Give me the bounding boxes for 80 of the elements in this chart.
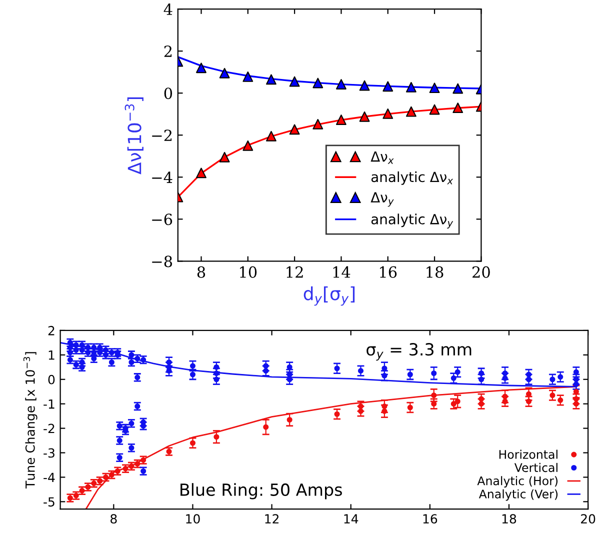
point (312, 118, 324, 130)
point (382, 404, 388, 410)
annotation: Blue Ring: 50 Amps (180, 483, 342, 500)
point (382, 408, 388, 414)
point (526, 398, 532, 404)
point (452, 102, 464, 114)
point (406, 82, 416, 92)
y-axis-title: Tune Change [x 10$^{−3}$] (23, 352, 38, 488)
point (196, 62, 206, 74)
x-tick-label: 8 (197, 266, 206, 278)
y-tick-label: -1 (44, 399, 54, 409)
point (214, 434, 220, 440)
x-tick-label: 16 (380, 266, 397, 278)
point (358, 404, 364, 410)
x-tick-label: 20 (581, 514, 596, 524)
legend-label: analytic Δν$_{y}$ (371, 214, 454, 228)
legend-label: Vertical (514, 462, 558, 472)
point (289, 76, 300, 87)
point (336, 114, 346, 125)
legend-label: Horizontal (499, 450, 558, 459)
point (289, 124, 300, 135)
y-tick-label: -3 (44, 448, 54, 458)
x-tick-label: 12 (286, 266, 303, 278)
x-tick-label: 12 (265, 514, 278, 524)
legend-label: Analytic (Ver) (478, 489, 558, 501)
point (242, 71, 254, 82)
x-tick-label: 10 (186, 514, 200, 524)
x-tick-label: 18 (426, 266, 444, 278)
y-tick-label: -5 (44, 497, 54, 507)
point (558, 397, 564, 403)
x-tick-label: 20 (472, 266, 490, 278)
point (382, 108, 394, 119)
point (312, 78, 324, 88)
y-tick-label: −4 (152, 172, 172, 183)
annotation: σ$_{y}$ = 3.3 mm (366, 343, 472, 361)
point (266, 74, 276, 85)
y-tick-label: 1 (48, 350, 54, 360)
y-tick-label: 4 (164, 4, 172, 15)
point (454, 398, 460, 404)
point (359, 80, 370, 91)
point (336, 79, 346, 90)
point (219, 152, 230, 162)
y-tick-label: −2 (152, 130, 172, 141)
x-tick-label: 8 (110, 514, 117, 524)
legend-label: Δν$_{x}$ (370, 151, 394, 164)
legend-label: Analytic (Hor) (477, 476, 558, 488)
x-tick-label: 16 (423, 514, 438, 524)
x-tick-label: 10 (240, 266, 257, 278)
legend-label: Δν$_{y}$ (370, 192, 394, 207)
point (242, 140, 254, 151)
y-tick-label: 0 (48, 374, 55, 384)
x-tick-label: 18 (502, 514, 516, 524)
point (431, 392, 437, 398)
y-tick-label: 2 (48, 326, 54, 336)
point (429, 104, 440, 115)
point (263, 424, 269, 430)
point (407, 404, 413, 410)
y-tick-label: -4 (44, 472, 55, 482)
point (190, 440, 196, 446)
x-tick-label: 14 (344, 514, 358, 524)
point (550, 392, 556, 398)
y-tick-label: 0 (164, 88, 172, 100)
point (429, 82, 440, 94)
point (266, 130, 276, 142)
point (382, 81, 394, 92)
y-tick-label: -2 (44, 424, 54, 434)
y-tick-label: −6 (152, 214, 172, 226)
point (359, 111, 370, 122)
point (452, 83, 464, 94)
point (286, 416, 292, 423)
legend-label: analytic Δν$_{x}$ (371, 171, 454, 185)
y-tick-label: −8 (152, 256, 172, 268)
point (450, 401, 456, 407)
point (196, 168, 206, 178)
x-tick-label: 14 (333, 266, 350, 278)
x-axis-title: d$_{y}$[σ$_{y}$] (304, 286, 355, 306)
y-axis-title: Δν[10$^{−3}$] (124, 97, 144, 174)
y-tick-label: 2 (164, 46, 172, 57)
point (406, 106, 416, 117)
point (219, 68, 230, 78)
